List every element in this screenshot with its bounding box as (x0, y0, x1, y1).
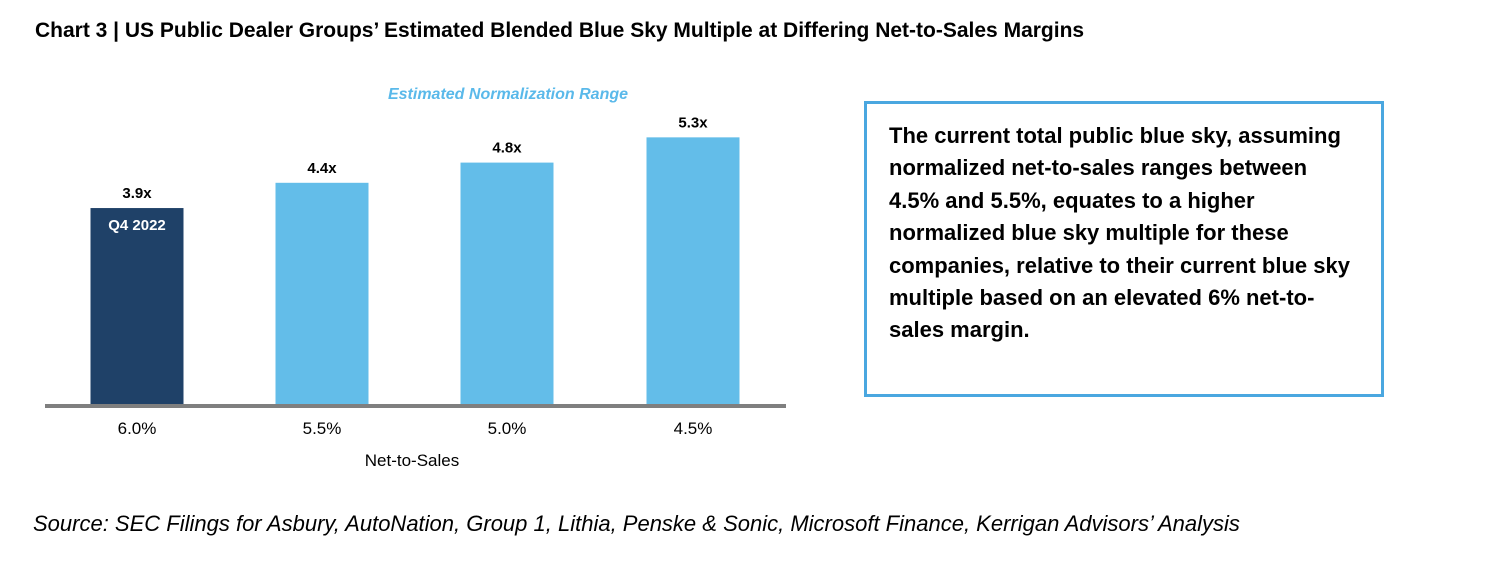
data-label: 4.8x (492, 140, 522, 157)
data-label: 3.9x (122, 185, 152, 202)
bar (275, 182, 369, 405)
x-tick-label: 4.5% (674, 419, 713, 438)
source-note: Source: SEC Filings for Asbury, AutoNati… (33, 511, 1240, 536)
x-axis-label: Net-to-Sales (365, 451, 459, 470)
x-tick-label: 6.0% (118, 419, 157, 438)
bar-inner-label: Q4 2022 (108, 217, 166, 234)
x-tick-label: 5.0% (488, 419, 527, 438)
callout-text: The current total public blue sky, assum… (889, 123, 1350, 343)
x-tick-label: 5.5% (303, 419, 342, 438)
data-label: 4.4x (307, 160, 337, 177)
bar (460, 162, 554, 405)
normalization-range-label: Estimated Normalization Range (388, 86, 628, 103)
data-label: 5.3x (678, 114, 708, 131)
callout-box: The current total public blue sky, assum… (864, 101, 1384, 397)
chart-title: Chart 3 | US Public Dealer Groups’ Estim… (35, 19, 1085, 42)
bar (646, 137, 740, 405)
bar (90, 208, 184, 405)
